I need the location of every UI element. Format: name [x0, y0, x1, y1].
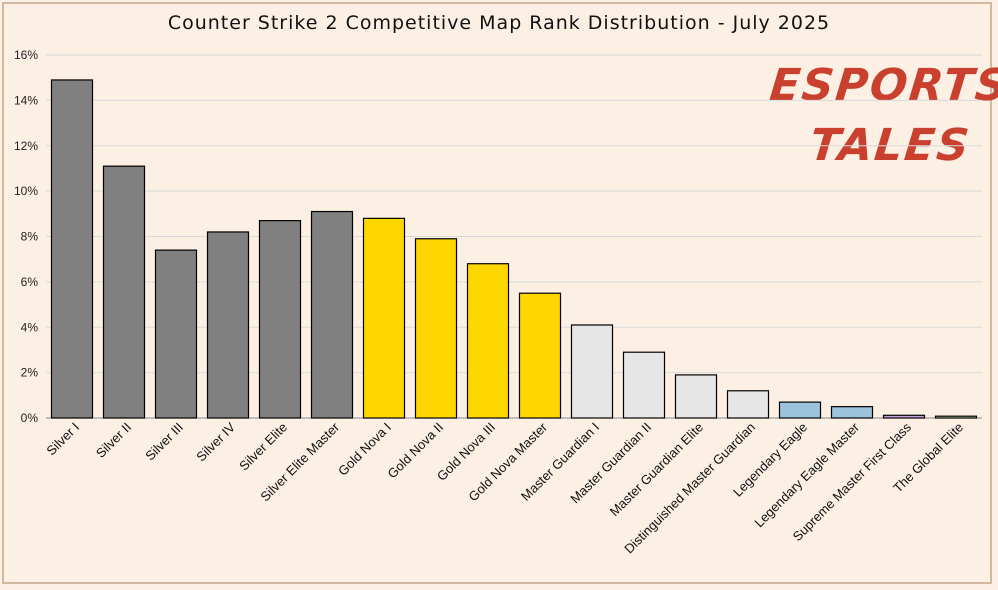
x-tick-label: Silver I	[43, 420, 82, 459]
bar	[258, 220, 302, 419]
bar	[206, 231, 250, 419]
bar	[362, 217, 406, 419]
bar	[778, 401, 822, 419]
bar	[830, 406, 874, 419]
x-tick-label: Master Guardian Elite	[607, 420, 707, 520]
y-tick-label: 14%	[14, 93, 38, 107]
x-tick-label: Silver Elite	[236, 420, 290, 474]
bar	[310, 210, 354, 419]
bar	[50, 79, 94, 419]
gridlines	[46, 54, 982, 419]
x-tick-label: Silver III	[142, 420, 186, 464]
y-tick-label: 16%	[14, 48, 38, 62]
bar	[154, 249, 198, 419]
bar	[674, 374, 718, 419]
bar	[102, 165, 146, 419]
y-tick-label: 12%	[14, 139, 38, 153]
y-tick-label: 8%	[21, 230, 39, 244]
bar	[414, 238, 458, 419]
y-tick-label: 2%	[21, 366, 39, 380]
x-tick-label: Silver IV	[193, 419, 238, 464]
bar	[882, 414, 926, 419]
y-axis-ticks: 0% 2% 4% 6% 8% 10% 12% 14% 16%	[14, 48, 38, 425]
bars	[50, 79, 978, 419]
y-tick-label: 0%	[21, 411, 39, 425]
x-axis-labels: Silver I Silver II Silver III Silver IVSilv…	[43, 419, 966, 556]
x-tick-label: Silver II	[93, 420, 134, 461]
bar	[466, 263, 510, 419]
bar	[570, 324, 614, 419]
y-tick-label: 10%	[14, 184, 38, 198]
bar	[726, 390, 770, 419]
y-tick-label: 4%	[21, 320, 39, 334]
bar	[934, 415, 978, 419]
bar	[622, 351, 666, 419]
y-tick-label: 6%	[21, 275, 39, 289]
bar	[518, 292, 562, 419]
x-tick-label: Legendary Eagle Master	[751, 419, 862, 530]
chart-title: Counter Strike 2 Competitive Map Rank Di…	[167, 12, 831, 34]
